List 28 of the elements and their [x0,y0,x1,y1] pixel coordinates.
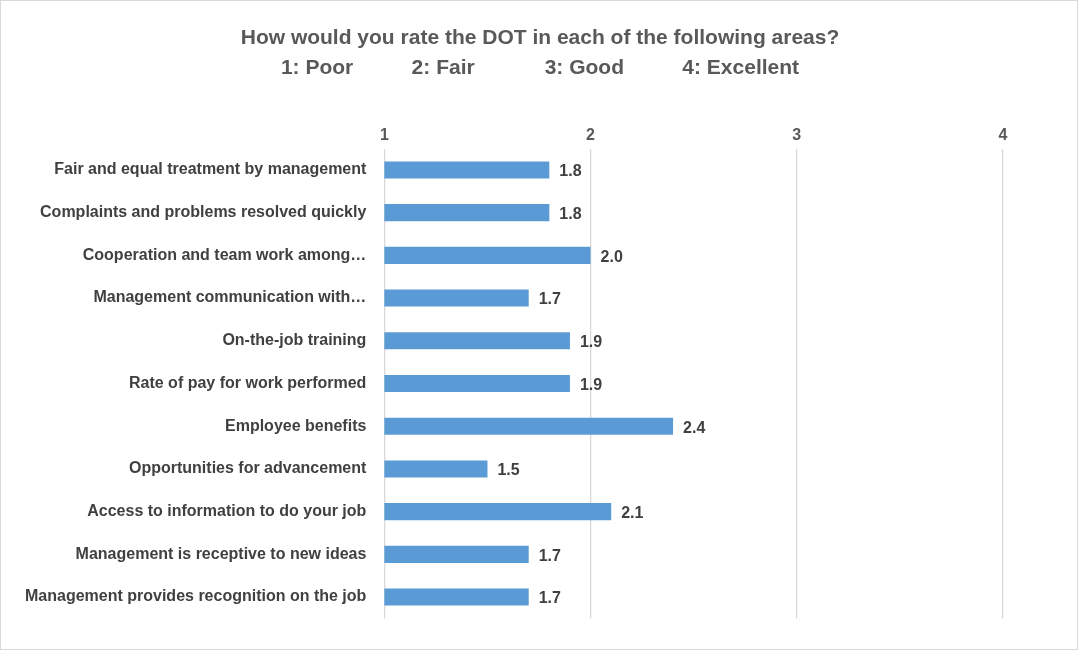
data-label: 1.9 [579,333,603,351]
y-tick-label: Management is receptive to new ideas [75,544,367,562]
data-label: 1.8 [559,162,582,180]
chart-subtitle: 1: Poor 2: Fair 3: Good 4: Excellent [279,55,801,79]
data-label: 2.0 [600,247,623,265]
y-tick-label: Cooperation and team work among… [82,245,367,263]
y-tick-label: On-the-job training [222,331,367,349]
y-tick-label: Opportunities for advancement [128,459,368,477]
y-tick-label: Employee benefits [224,416,367,434]
y-tick-label: Rate of pay for work performed [128,373,367,391]
data-label: 1.7 [538,546,562,564]
y-tick-label: Access to information to do your job [87,502,367,520]
data-label: 2.4 [683,418,706,436]
data-label: 1.5 [497,461,520,479]
y-tick-label: Management provides recognition on the job [25,587,367,605]
data-label: 1.9 [579,375,603,393]
data-label: 2.1 [621,504,644,522]
data-label: 1.7 [538,290,562,308]
y-tick-label: Complaints and problems resolved quickly [40,203,367,221]
y-tick-label: Fair and equal treatment by management [54,160,368,178]
x-tick-label: 4 [998,126,1008,144]
x-tick-label: 1 [379,126,389,144]
data-label: 1.8 [559,205,582,223]
x-tick-label: 3 [792,126,802,144]
chart-title: How would you rate the DOT in each of the following areas? [239,25,841,49]
x-tick-label: 2 [586,126,596,144]
y-tick-label: Management communication with… [93,288,367,306]
data-label: 1.7 [538,589,562,607]
